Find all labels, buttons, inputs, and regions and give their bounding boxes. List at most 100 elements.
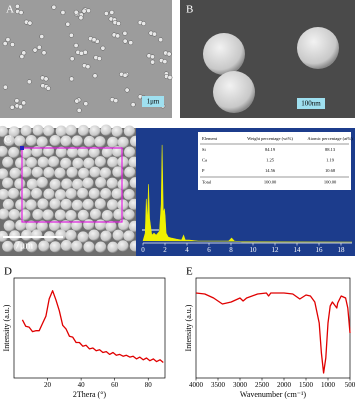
particle <box>100 45 106 51</box>
x-axis-label: Wavenumber (cm⁻¹) <box>240 390 307 399</box>
table-cell: Ca <box>202 158 207 163</box>
x-tick-label: 20 <box>44 381 52 389</box>
particle <box>107 156 119 168</box>
particle <box>18 10 24 15</box>
particle <box>43 76 49 82</box>
particle <box>166 51 172 57</box>
particle <box>42 209 54 221</box>
x-tick-label: 2 <box>163 246 167 254</box>
particle <box>66 166 78 179</box>
particle <box>111 188 123 200</box>
particle <box>61 178 73 190</box>
particle <box>55 229 67 241</box>
particle <box>8 126 20 138</box>
particle <box>72 178 84 190</box>
particle <box>0 188 9 201</box>
x-tick-label: 1000 <box>321 381 336 389</box>
particle <box>128 40 134 46</box>
particle <box>26 79 32 85</box>
particle <box>71 199 84 211</box>
x-tick-label: 8 <box>229 246 233 254</box>
particle <box>141 21 147 27</box>
particle <box>94 219 107 231</box>
particle <box>109 9 115 15</box>
particle <box>91 37 97 43</box>
particle <box>9 104 15 110</box>
particle <box>0 208 10 220</box>
particle <box>122 72 128 78</box>
particle <box>45 85 51 91</box>
x-tick-label: 16 <box>316 246 324 254</box>
selection-box <box>21 147 123 223</box>
table-cell: 1.19 <box>326 158 335 163</box>
x-tick-label: 6 <box>207 246 211 254</box>
particle <box>82 177 94 189</box>
particle <box>10 42 15 48</box>
particle <box>124 87 130 93</box>
particle <box>37 156 49 168</box>
x-tick-label: 14 <box>294 246 302 254</box>
particle <box>14 178 26 190</box>
particle <box>15 157 27 169</box>
particle <box>65 209 77 222</box>
table-cell: Total <box>202 180 212 185</box>
particle <box>31 187 43 200</box>
particle <box>118 219 130 231</box>
particle <box>105 220 117 233</box>
particle <box>112 166 124 178</box>
x-tick-label: 60 <box>111 381 119 389</box>
particle <box>20 125 32 137</box>
particle <box>2 177 14 189</box>
x-tick-label: 3500 <box>211 381 226 389</box>
particle <box>112 146 124 158</box>
particle <box>51 4 57 10</box>
scale-bar-label: 100nm <box>301 100 321 108</box>
particle <box>8 146 20 159</box>
particle <box>27 20 33 26</box>
particle <box>72 157 84 169</box>
particle <box>43 167 55 179</box>
particle <box>0 168 9 180</box>
particle <box>113 208 125 221</box>
particle <box>13 241 25 253</box>
table-cell: Si <box>202 147 207 152</box>
particle <box>65 229 77 241</box>
particle <box>21 229 33 241</box>
particle <box>88 229 100 241</box>
particle <box>78 50 84 56</box>
particle <box>9 167 21 179</box>
particle <box>18 104 24 110</box>
particle <box>49 178 61 191</box>
particle <box>150 59 156 65</box>
table-cell: 10.68 <box>325 168 336 173</box>
particle <box>130 102 136 108</box>
particle <box>123 230 135 242</box>
particle <box>107 136 119 148</box>
particle <box>77 146 89 158</box>
particle <box>21 100 27 106</box>
x-tick-label: 4000 <box>189 381 204 389</box>
particle <box>48 156 60 168</box>
particle <box>65 21 71 27</box>
particle <box>94 198 106 210</box>
particle <box>123 189 135 201</box>
particle <box>2 41 8 47</box>
particle <box>106 177 118 189</box>
particle <box>60 239 73 252</box>
x-tick-label: 18 <box>338 246 346 254</box>
particle <box>158 37 164 43</box>
table-cell: 1.25 <box>266 158 275 163</box>
particle <box>36 136 48 148</box>
particle <box>39 34 45 40</box>
particle <box>9 230 21 242</box>
x-tick-label: 10 <box>250 246 258 254</box>
data-line <box>195 292 351 374</box>
particle <box>3 135 15 147</box>
particle <box>103 11 109 16</box>
particle <box>101 209 114 222</box>
x-tick-label: 80 <box>145 381 153 389</box>
particle <box>60 220 72 232</box>
particle <box>167 75 173 80</box>
particle <box>123 125 136 137</box>
x-tick-label: 40 <box>78 381 86 389</box>
